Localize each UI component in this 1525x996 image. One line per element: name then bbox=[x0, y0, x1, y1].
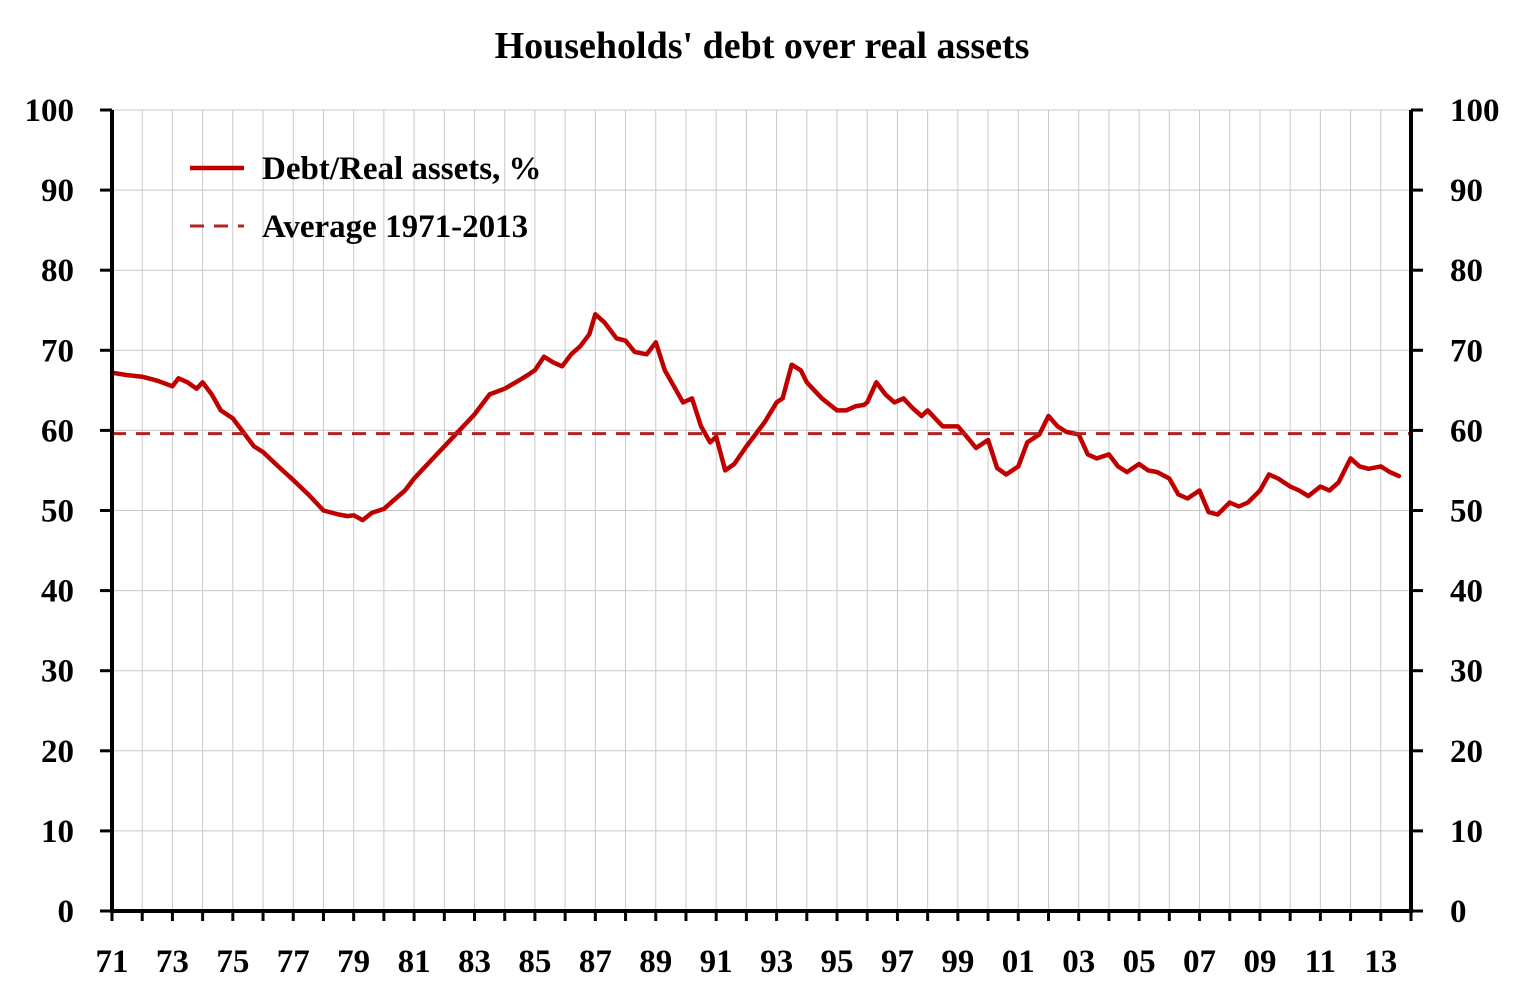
y-tick-label-right: 30 bbox=[1450, 654, 1483, 690]
y-tick-label-right: 20 bbox=[1450, 734, 1483, 770]
x-tick-label: 83 bbox=[458, 944, 491, 980]
y-tick-label-left: 40 bbox=[41, 574, 74, 610]
y-tick-label-right: 90 bbox=[1450, 173, 1483, 209]
chart-title: Households' debt over real assets bbox=[495, 25, 1030, 67]
y-tick-label-left: 10 bbox=[41, 814, 74, 850]
x-tick-label: 89 bbox=[639, 944, 672, 980]
y-tick-label-right: 50 bbox=[1450, 494, 1483, 530]
x-tick-label: 03 bbox=[1062, 944, 1095, 980]
y-tick-label-left: 70 bbox=[41, 333, 74, 369]
x-tick-label: 05 bbox=[1123, 944, 1156, 980]
x-tick-label: 71 bbox=[96, 944, 129, 980]
x-tick-label: 01 bbox=[1002, 944, 1035, 980]
x-tick-label: 79 bbox=[337, 944, 370, 980]
y-tick-label-left: 0 bbox=[58, 894, 75, 930]
y-tick-label-left: 80 bbox=[41, 253, 74, 289]
series-layer bbox=[109, 312, 1411, 523]
x-tick-label: 73 bbox=[156, 944, 189, 980]
y-tick-label-right: 40 bbox=[1450, 574, 1483, 610]
series-line-debt-real-assets bbox=[109, 312, 1402, 523]
y-tick-label-left: 50 bbox=[41, 494, 74, 530]
y-tick-label-right: 80 bbox=[1450, 253, 1483, 289]
y-tick-label-left: 90 bbox=[41, 173, 74, 209]
x-tick-label: 13 bbox=[1364, 944, 1397, 980]
gridlines bbox=[112, 109, 1411, 911]
x-tick-label: 85 bbox=[518, 944, 551, 980]
x-tick-label: 97 bbox=[881, 944, 914, 980]
y-tick-label-left: 30 bbox=[41, 654, 74, 690]
legend-label-average: Average 1971-2013 bbox=[262, 209, 528, 245]
x-tick-label: 09 bbox=[1243, 944, 1276, 980]
y-tick-label-right: 70 bbox=[1450, 333, 1483, 369]
x-tick-label: 11 bbox=[1305, 944, 1336, 980]
x-tick-label: 93 bbox=[760, 944, 793, 980]
y-tick-label-right: 10 bbox=[1450, 814, 1483, 850]
y-tick-label-right: 0 bbox=[1450, 894, 1467, 930]
x-tick-label: 07 bbox=[1183, 944, 1216, 980]
x-tick-label: 99 bbox=[941, 944, 974, 980]
y-tick-label-left: 100 bbox=[25, 93, 75, 129]
x-tick-label: 91 bbox=[700, 944, 733, 980]
y-tick-label-left: 20 bbox=[41, 734, 74, 770]
legend-label-debt-real-assets: Debt/Real assets, % bbox=[262, 151, 542, 187]
y-tick-label-right: 60 bbox=[1450, 413, 1483, 449]
y-tick-label-left: 60 bbox=[41, 413, 74, 449]
x-tick-label: 75 bbox=[216, 944, 249, 980]
x-tick-label: 81 bbox=[398, 944, 431, 980]
x-tick-label: 87 bbox=[579, 944, 612, 980]
y-tick-label-right: 100 bbox=[1450, 93, 1500, 129]
x-tick-label: 77 bbox=[277, 944, 310, 980]
x-tick-label: 95 bbox=[821, 944, 854, 980]
legend: Debt/Real assets, % Average 1971-2013 bbox=[190, 151, 542, 245]
